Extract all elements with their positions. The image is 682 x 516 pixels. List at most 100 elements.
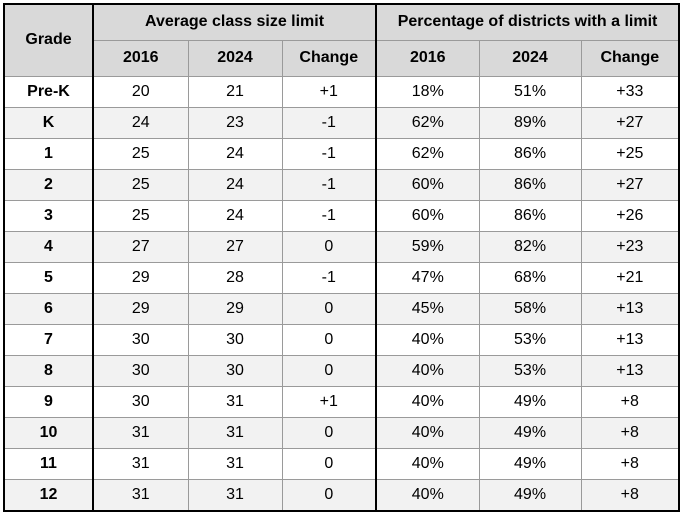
pct-change-cell: +8 xyxy=(580,417,681,450)
avg-change-cell: -1 xyxy=(281,168,378,201)
pct-2016-cell: 40% xyxy=(375,386,480,419)
pct-2024-cell: 49% xyxy=(478,386,582,419)
avg-change-header: Change xyxy=(281,39,378,77)
avg-2016-cell: 20 xyxy=(92,75,189,108)
pct-change-cell: +13 xyxy=(580,355,681,388)
avg-change-cell: 0 xyxy=(281,355,378,388)
pct-2024-cell: 82% xyxy=(478,230,582,263)
table-row: 11 31 31 0 40% 49% +8 xyxy=(3,448,681,481)
pct-2016-cell: 40% xyxy=(375,417,480,450)
avg-change-cell: 0 xyxy=(281,448,378,481)
table-row: 8 30 30 0 40% 53% +13 xyxy=(3,355,681,388)
avg-2016-cell: 25 xyxy=(92,168,189,201)
avg-change-cell: -1 xyxy=(281,199,378,232)
avg-2016-cell: 31 xyxy=(92,448,189,481)
grade-cell: 9 xyxy=(3,386,94,419)
avg-2016-cell: 25 xyxy=(92,137,189,170)
pct-2016-cell: 40% xyxy=(375,355,480,388)
pct-2024-cell: 86% xyxy=(478,137,582,170)
grade-cell: Pre-K xyxy=(3,75,94,108)
grade-cell: 10 xyxy=(3,417,94,450)
avg-change-cell: -1 xyxy=(281,261,378,294)
table-row: 1 25 24 -1 62% 86% +25 xyxy=(3,137,681,170)
avg-2024-cell: 31 xyxy=(187,417,283,450)
avg-change-cell: 0 xyxy=(281,323,378,357)
avg-2024-cell: 31 xyxy=(187,386,283,419)
pct-change-cell: +8 xyxy=(580,448,681,481)
pct-2024-cell: 53% xyxy=(478,323,582,357)
pct-districts-header: Percentage of districts with a limit xyxy=(375,3,681,41)
pct-2024-cell: 89% xyxy=(478,106,582,139)
avg-class-size-header: Average class size limit xyxy=(92,3,378,41)
table-row: 7 30 30 0 40% 53% +13 xyxy=(3,323,681,357)
avg-2024-cell: 31 xyxy=(187,448,283,481)
table-row: 2 25 24 -1 60% 86% +27 xyxy=(3,168,681,201)
pct-change-header: Change xyxy=(580,39,681,77)
table-row: 3 25 24 -1 60% 86% +26 xyxy=(3,199,681,232)
grade-cell: 11 xyxy=(3,448,94,481)
table-row: Pre-K 20 21 +1 18% 51% +33 xyxy=(3,75,681,108)
pct-2016-cell: 62% xyxy=(375,106,480,139)
grade-cell: 1 xyxy=(3,137,94,170)
pct-2024-cell: 51% xyxy=(478,75,582,108)
pct-2016-cell: 40% xyxy=(375,448,480,481)
avg-2016-cell: 25 xyxy=(92,199,189,232)
grade-cell: 4 xyxy=(3,230,94,263)
avg-2016-cell: 31 xyxy=(92,417,189,450)
pct-2024-cell: 68% xyxy=(478,261,582,294)
pct-2024-cell: 53% xyxy=(478,355,582,388)
pct-change-cell: +27 xyxy=(580,106,681,139)
avg-2016-cell: 30 xyxy=(92,355,189,388)
pct-2016-cell: 47% xyxy=(375,261,480,294)
pct-change-cell: +26 xyxy=(580,199,681,232)
pct-change-cell: +8 xyxy=(580,386,681,419)
avg-2024-cell: 24 xyxy=(187,168,283,201)
avg-change-cell: 0 xyxy=(281,417,378,450)
pct-change-cell: +25 xyxy=(580,137,681,170)
avg-2024-cell: 27 xyxy=(187,230,283,263)
avg-2024-cell: 21 xyxy=(187,75,283,108)
grade-cell: 6 xyxy=(3,292,94,326)
avg-2016-cell: 24 xyxy=(92,106,189,139)
pct-2024-cell: 49% xyxy=(478,448,582,481)
grade-cell: 3 xyxy=(3,199,94,232)
avg-2024-header: 2024 xyxy=(187,39,283,77)
pct-2016-header: 2016 xyxy=(375,39,480,77)
grade-cell: 2 xyxy=(3,168,94,201)
pct-2016-cell: 45% xyxy=(375,292,480,326)
table-row: 6 29 29 0 45% 58% +13 xyxy=(3,292,681,326)
avg-2016-cell: 29 xyxy=(92,292,189,326)
pct-change-cell: +27 xyxy=(580,168,681,201)
avg-2016-cell: 30 xyxy=(92,323,189,357)
avg-2024-cell: 24 xyxy=(187,199,283,232)
grade-cell: 5 xyxy=(3,261,94,294)
table-row: K 24 23 -1 62% 89% +27 xyxy=(3,106,681,139)
avg-2024-cell: 29 xyxy=(187,292,283,326)
pct-2024-cell: 58% xyxy=(478,292,582,326)
avg-change-cell: -1 xyxy=(281,106,378,139)
avg-2016-cell: 27 xyxy=(92,230,189,263)
pct-2016-cell: 59% xyxy=(375,230,480,263)
table-row: 10 31 31 0 40% 49% +8 xyxy=(3,417,681,450)
grade-cell: 7 xyxy=(3,323,94,357)
pct-2024-header: 2024 xyxy=(478,39,582,77)
pct-change-cell: +8 xyxy=(580,479,681,513)
pct-2016-cell: 40% xyxy=(375,479,480,513)
grade-cell: 8 xyxy=(3,355,94,388)
pct-change-cell: +21 xyxy=(580,261,681,294)
avg-change-cell: +1 xyxy=(281,75,378,108)
avg-2024-cell: 23 xyxy=(187,106,283,139)
table-row: 5 29 28 -1 47% 68% +21 xyxy=(3,261,681,294)
pct-2024-cell: 49% xyxy=(478,417,582,450)
pct-2016-cell: 60% xyxy=(375,168,480,201)
avg-2024-cell: 30 xyxy=(187,323,283,357)
avg-change-cell: +1 xyxy=(281,386,378,419)
pct-2016-cell: 62% xyxy=(375,137,480,170)
avg-2016-cell: 29 xyxy=(92,261,189,294)
table-row: 9 30 31 +1 40% 49% +8 xyxy=(3,386,681,419)
grade-cell: 12 xyxy=(3,479,94,513)
table-row: 4 27 27 0 59% 82% +23 xyxy=(3,230,681,263)
avg-2024-cell: 28 xyxy=(187,261,283,294)
avg-change-cell: -1 xyxy=(281,137,378,170)
pct-2016-cell: 18% xyxy=(375,75,480,108)
